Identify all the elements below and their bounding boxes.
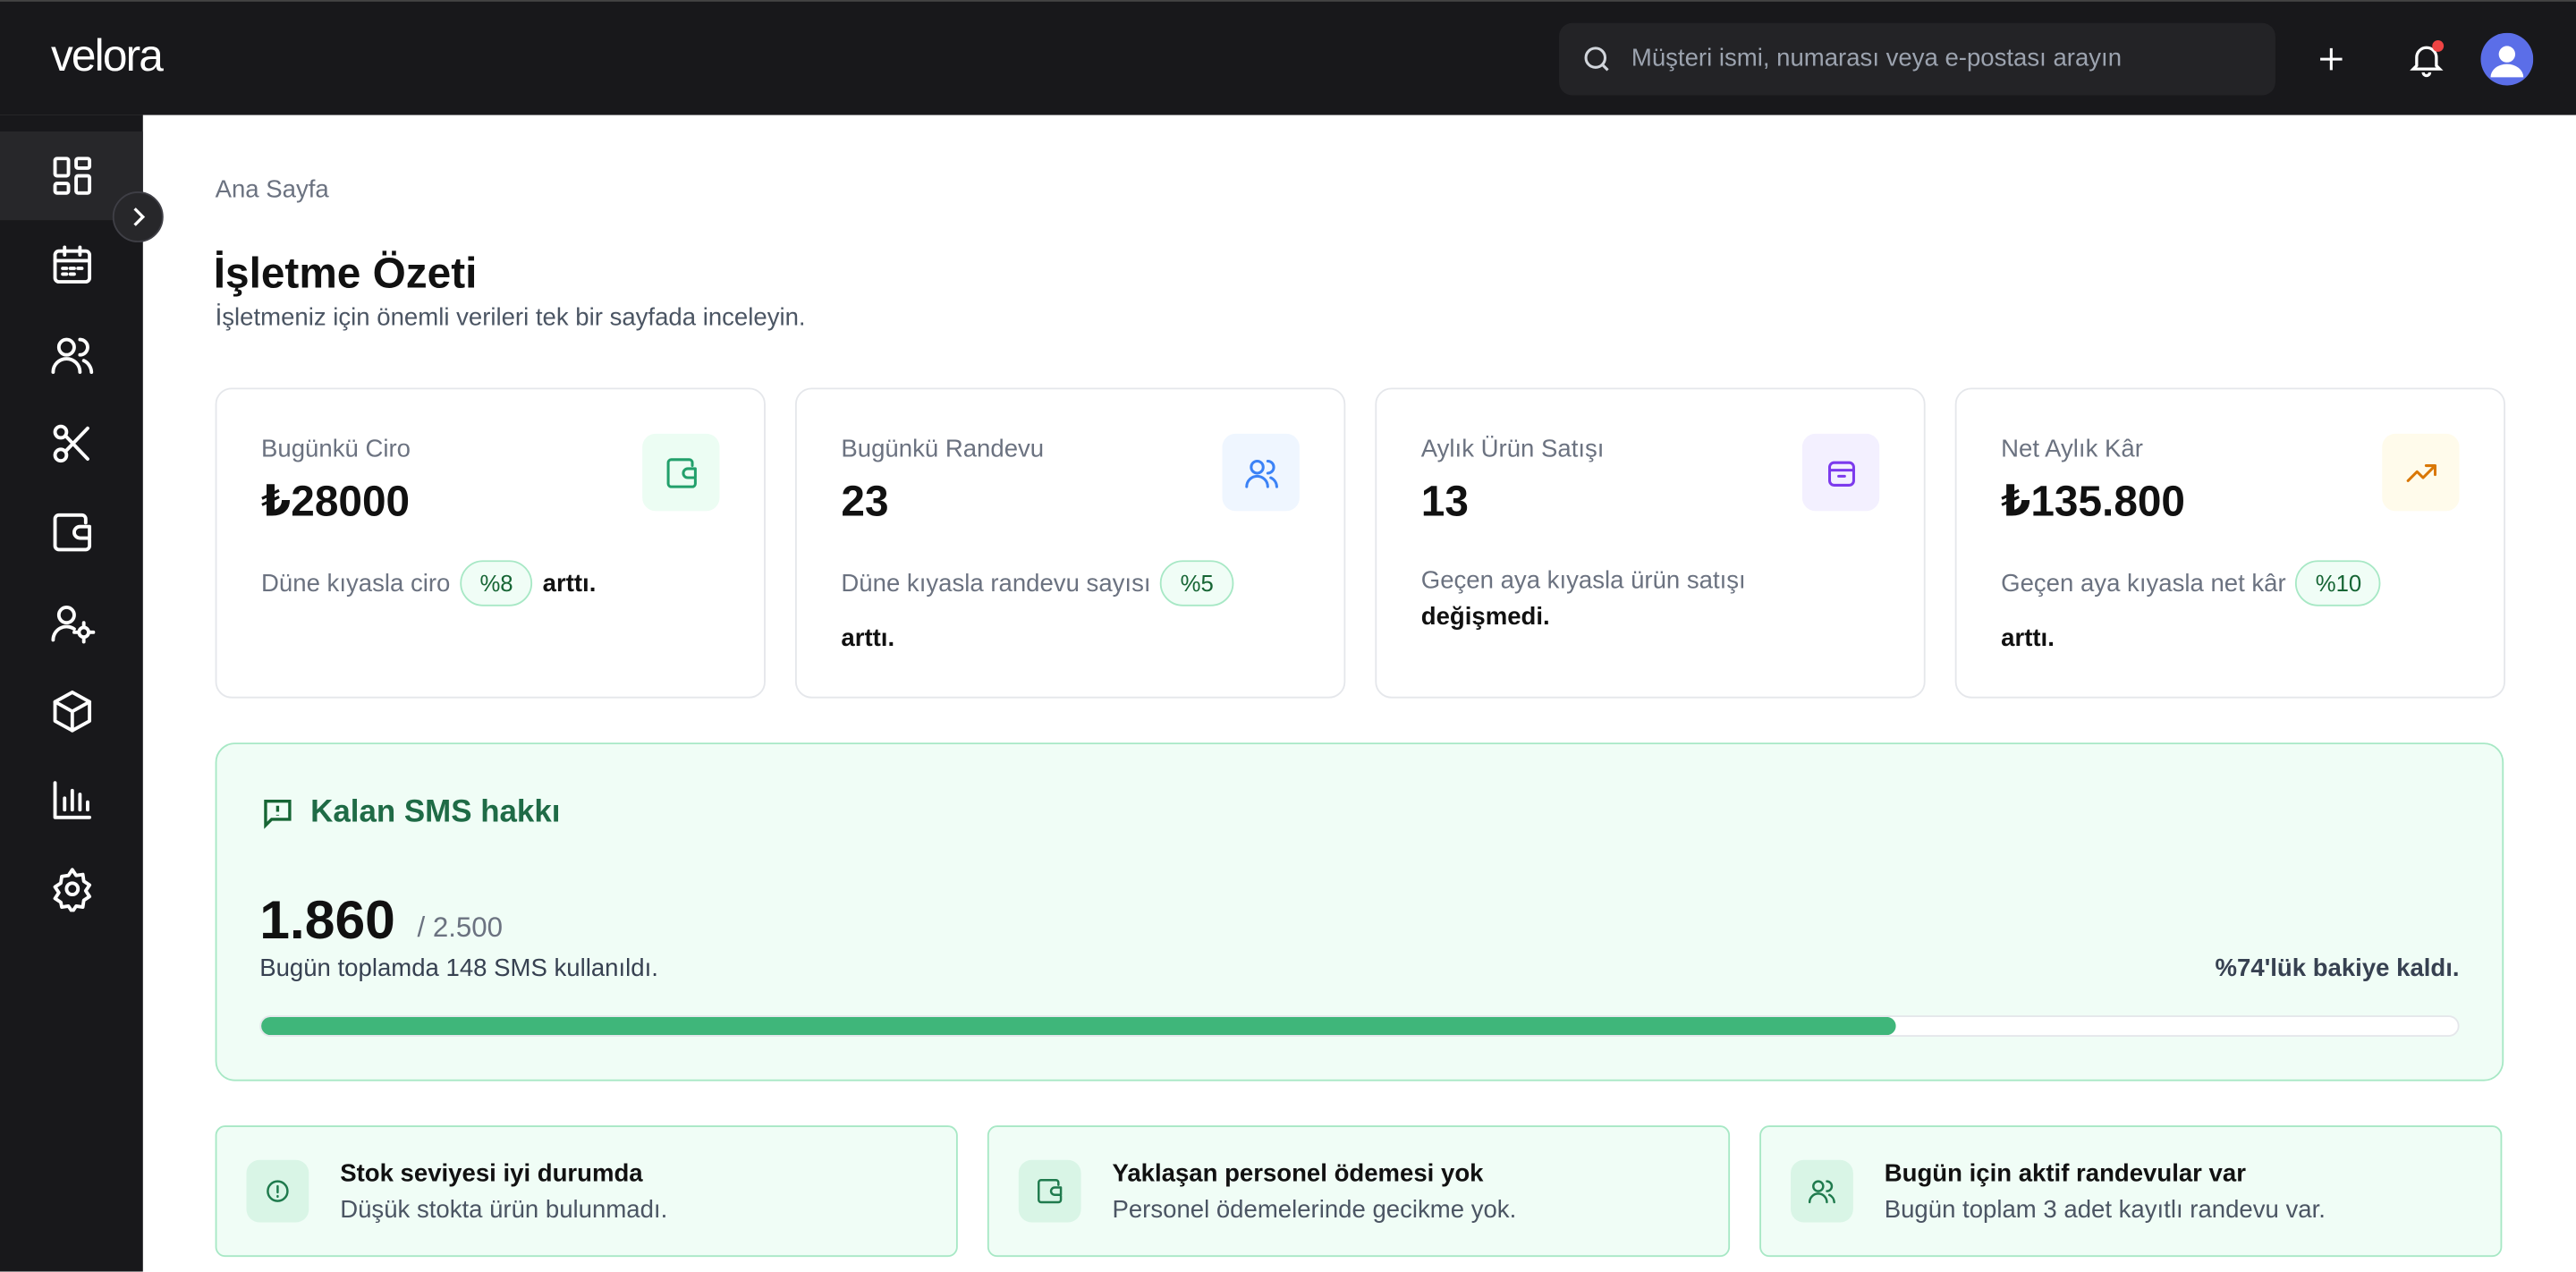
breadcrumb[interactable]: Ana Sayfa <box>215 175 329 204</box>
sidebar <box>0 114 143 1272</box>
page-title: İşletme Özeti <box>213 248 478 298</box>
nav-customers[interactable] <box>0 310 143 398</box>
nav-calendar[interactable] <box>0 221 143 310</box>
stat-card: Net Aylık Kâr ₺135.800 Geçen aya kıyasla n… <box>1954 387 2506 699</box>
status-alert: Bugün için aktif randevular var Bugün top… <box>1759 1125 2503 1258</box>
change-status: arttı. <box>542 570 597 598</box>
stat-value: ₺135.800 <box>2001 476 2186 526</box>
nav-staff[interactable] <box>0 578 143 666</box>
nav-services[interactable] <box>0 399 143 488</box>
search-placeholder: Müşteri ismi, numarası veya e-postası ar… <box>1631 44 2123 72</box>
sms-progress-bar <box>261 1016 1896 1036</box>
alert-title: Yaklaşan personel ödemesi yok <box>1112 1159 1484 1188</box>
sms-card: Kalan SMS hakkı 1.860 / 2.500 Bugün topl… <box>215 742 2504 1081</box>
alert-icon <box>1791 1159 1853 1223</box>
stat-comparison: Düne kıyasla ciro %8 arttı. <box>261 557 689 612</box>
stat-comparison: Geçen aya kıyasla net kâr %10 arttı. <box>2001 557 2428 666</box>
change-status: arttı. <box>841 623 895 653</box>
stat-label: Bugünkü Ciro <box>261 435 411 463</box>
stat-card: Bugünkü Ciro ₺28000 Düne kıyasla ciro %8 art… <box>215 387 766 699</box>
logo[interactable]: velora <box>50 30 164 81</box>
nav-products[interactable] <box>0 666 143 755</box>
comparison-text: Düne kıyasla randevu sayısı <box>841 570 1151 598</box>
nav-payments[interactable] <box>0 488 143 577</box>
stat-card: Aylık Ürün Satışı 13 Geçen aya kıyasla ürü… <box>1375 387 1926 699</box>
alert-text: Düşük stokta ürün bulunmadı. <box>340 1196 668 1225</box>
change-status: arttı. <box>2001 623 2055 653</box>
search-icon <box>1584 47 1609 72</box>
change-badge: %10 <box>2295 560 2382 606</box>
search-box[interactable]: Müşteri ismi, numarası veya e-postası ar… <box>1559 22 2275 96</box>
sms-remaining: 1.860 <box>259 888 395 950</box>
change-status: değişmedi. <box>1420 603 1550 632</box>
alert-title: Bugün için aktif randevular var <box>1884 1159 2246 1188</box>
stat-card: Bugünkü Randevu 23 Düne kıyasla randevu sa… <box>794 387 1346 699</box>
stat-icon <box>1222 433 1300 512</box>
stat-label: Aylık Ürün Satışı <box>1420 435 1605 463</box>
comparison-text: Geçen aya kıyasla net kâr <box>2001 570 2286 598</box>
alert-title: Stok seviyesi iyi durumda <box>340 1159 643 1188</box>
top-bar: velora Müşteri ismi, numarası veya e-pos… <box>0 0 2576 115</box>
alert-icon <box>1018 1159 1081 1223</box>
alert-icon <box>246 1159 309 1223</box>
stat-icon <box>1801 433 1880 512</box>
sms-title: Kalan SMS hakkı <box>310 794 561 830</box>
alert-text: Personel ödemelerinde gecikme yok. <box>1112 1196 1517 1225</box>
stat-label: Bugünkü Randevu <box>841 435 1045 463</box>
stat-comparison: Geçen aya kıyasla ürün satışı değişmedi. <box>1421 564 1849 636</box>
nav-settings[interactable] <box>0 845 143 934</box>
change-badge: %8 <box>460 560 533 606</box>
sms-total: / 2.500 <box>417 912 504 944</box>
stat-value: 23 <box>841 476 889 526</box>
stat-comparison: Düne kıyasla randevu sayısı %5 arttı. <box>841 557 1268 666</box>
comparison-text: Düne kıyasla ciro <box>261 570 451 598</box>
page-subtitle: İşletmeniz için önemli verileri tek bir … <box>215 303 806 333</box>
change-badge: %5 <box>1160 560 1233 606</box>
comparison-text: Geçen aya kıyasla ürün satışı <box>1420 566 1746 595</box>
sms-usage: Bugün toplamda 148 SMS kullanıldı. <box>259 954 658 983</box>
stat-icon <box>2382 433 2460 512</box>
notifications-button[interactable] <box>2407 39 2446 79</box>
sms-balance: %74'lük bakiye kaldı. <box>2215 954 2460 983</box>
avatar[interactable] <box>2480 32 2534 86</box>
status-alert: Yaklaşan personel ödemesi yok Personel öd… <box>987 1125 1731 1258</box>
sms-progress-track <box>259 1015 2460 1037</box>
stat-label: Net Aylık Kâr <box>2001 435 2143 463</box>
sms-icon <box>264 800 292 829</box>
collapse-toggle[interactable] <box>112 191 165 243</box>
add-button[interactable] <box>2315 43 2348 76</box>
nav-reports[interactable] <box>0 756 143 844</box>
stat-value: 13 <box>1420 476 1469 526</box>
stat-value: ₺28000 <box>261 476 411 526</box>
status-alert: Stok seviyesi iyi durumda Düşük stokta ür… <box>215 1125 958 1258</box>
alert-text: Bugün toplam 3 adet kayıtlı randevu var. <box>1884 1196 2326 1225</box>
stat-icon <box>642 433 720 512</box>
